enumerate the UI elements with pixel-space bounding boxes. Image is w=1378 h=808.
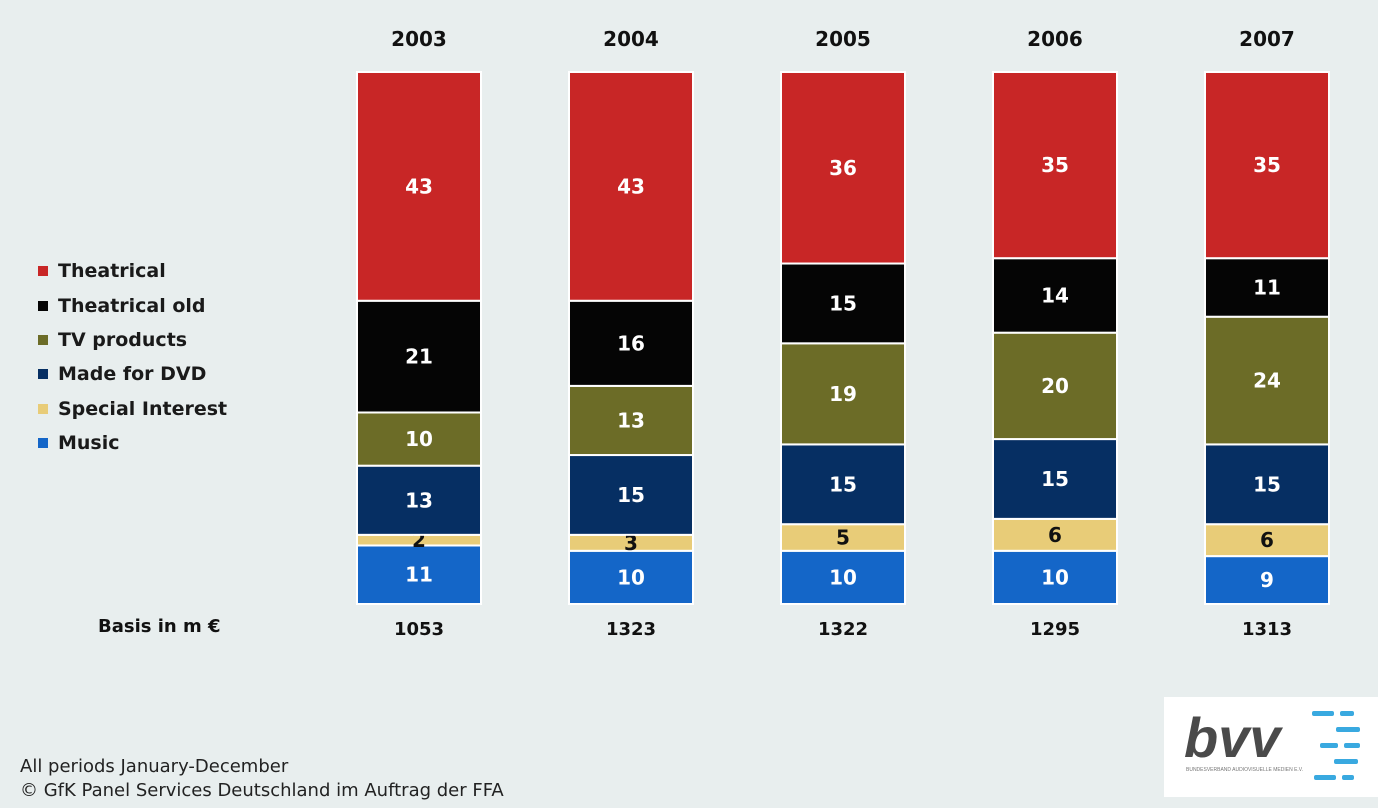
chart-legend: Theatrical Theatrical old TV products Made … — [38, 254, 227, 460]
bar-segment-made-for-dvd-2004 — [568, 454, 694, 536]
legend-item-tv-products: TV products — [38, 323, 227, 357]
bar-segment-tv-products-2007 — [1204, 315, 1330, 446]
footnote-source: © GfK Panel Services Deutschland im Auft… — [20, 780, 504, 801]
bar-segment-tv-products-2004 — [568, 384, 694, 457]
bar-segment-theatrical-2003 — [356, 71, 482, 302]
bar-segment-theatrical-2005 — [780, 71, 906, 265]
data-label-theatrical-old-2007: 11 — [1253, 275, 1281, 299]
bar-segment-special-interest-2007 — [1204, 523, 1330, 558]
bar-segment-special-interest-2005 — [780, 523, 906, 552]
data-label-theatrical-2003: 43 — [405, 174, 433, 198]
legend-item-made-for-dvd: Made for DVD — [38, 357, 227, 391]
basis-value-2005: 1322 — [818, 619, 868, 640]
legend-label-theatrical-old: Theatrical old — [58, 294, 206, 317]
legend-item-music: Music — [38, 426, 227, 460]
legend-swatch-theatrical-old — [38, 300, 48, 311]
basis-value-2003: 1053 — [394, 619, 444, 640]
data-label-theatrical-2007: 35 — [1253, 153, 1281, 177]
data-label-special-interest-2005: 5 — [836, 526, 850, 550]
bar-segment-music-2004 — [568, 549, 694, 605]
basis-label: Basis in m € — [98, 616, 221, 637]
basis-value-2004: 1323 — [606, 619, 656, 640]
legend-label-theatrical: Theatrical — [58, 260, 166, 283]
footnote-periods: All periods January-December — [20, 756, 289, 777]
data-label-tv-products-2005: 19 — [829, 382, 857, 406]
data-label-theatrical-old-2006: 14 — [1041, 283, 1069, 307]
data-label-music-2005: 10 — [829, 565, 857, 589]
bar-segment-theatrical-old-2007 — [1204, 257, 1330, 318]
bar-segment-theatrical-old-2004 — [568, 299, 694, 387]
legend-swatch-tv-products — [38, 334, 48, 345]
year-label-2004: 2004 — [603, 27, 659, 51]
legend-swatch-special-interest — [38, 403, 48, 414]
basis-value-2006: 1295 — [1030, 619, 1080, 640]
bar-segment-theatrical-old-2003 — [356, 299, 482, 414]
bar-segment-made-for-dvd-2007 — [1204, 443, 1330, 526]
year-label-2006: 2006 — [1027, 27, 1083, 51]
data-label-theatrical-2004: 43 — [617, 174, 645, 198]
data-label-made-for-dvd-2006: 15 — [1041, 467, 1069, 491]
data-label-special-interest-2006: 6 — [1048, 523, 1062, 547]
data-label-theatrical-2005: 36 — [829, 156, 857, 180]
legend-item-special-interest: Special Interest — [38, 392, 227, 426]
bar-segment-music-2006 — [992, 549, 1118, 605]
year-label-2007: 2007 — [1239, 27, 1295, 51]
data-label-special-interest-2004: 3 — [624, 531, 638, 555]
bar-segment-theatrical-2007 — [1204, 71, 1330, 260]
data-label-made-for-dvd-2005: 15 — [829, 472, 857, 496]
bar-segment-theatrical-old-2005 — [780, 262, 906, 345]
data-label-music-2003: 11 — [405, 563, 433, 587]
bar-segment-theatrical-2006 — [992, 71, 1118, 260]
legend-label-made-for-dvd: Made for DVD — [58, 363, 207, 386]
data-label-theatrical-old-2005: 15 — [829, 291, 857, 315]
data-label-theatrical-old-2003: 21 — [405, 345, 433, 369]
data-label-special-interest-2007: 6 — [1260, 528, 1274, 552]
data-label-music-2007: 9 — [1260, 568, 1274, 592]
bar-segment-music-2005 — [780, 549, 906, 605]
bar-segment-theatrical-2004 — [568, 71, 694, 302]
data-label-tv-products-2006: 20 — [1041, 374, 1069, 398]
data-label-tv-products-2004: 13 — [617, 408, 645, 432]
bar-segment-music-2003 — [356, 544, 482, 605]
legend-swatch-music — [38, 438, 48, 449]
data-label-tv-products-2007: 24 — [1253, 369, 1281, 393]
data-label-theatrical-old-2004: 16 — [617, 331, 645, 355]
data-label-tv-products-2003: 10 — [405, 427, 433, 451]
year-label-2005: 2005 — [815, 27, 871, 51]
bvv-logo: bvv BUNDESVERBAND AUDIOVISUELLE MEDIEN E… — [1164, 697, 1378, 797]
legend-item-theatrical: Theatrical — [38, 254, 227, 288]
data-label-made-for-dvd-2004: 15 — [617, 483, 645, 507]
data-label-made-for-dvd-2003: 13 — [405, 488, 433, 512]
bar-segment-special-interest-2006 — [992, 517, 1118, 552]
logo-wordmark: bvv — [1184, 706, 1283, 769]
bar-segment-tv-products-2005 — [780, 342, 906, 446]
legend-label-special-interest: Special Interest — [58, 397, 228, 420]
legend-label-music: Music — [58, 432, 120, 455]
legend-swatch-theatrical — [38, 266, 48, 277]
logo-dashes-icon — [1312, 711, 1360, 780]
bar-segment-tv-products-2006 — [992, 331, 1118, 441]
data-label-made-for-dvd-2007: 15 — [1253, 472, 1281, 496]
basis-value-2007: 1313 — [1242, 619, 1292, 640]
data-label-music-2006: 10 — [1041, 565, 1069, 589]
data-label-music-2004: 10 — [617, 565, 645, 589]
bar-segment-music-2007 — [1204, 555, 1330, 605]
year-label-2003: 2003 — [391, 27, 447, 51]
logo-subtext: BUNDESVERBAND AUDIOVISUELLE MEDIEN E.V. — [1186, 767, 1303, 773]
data-label-theatrical-2006: 35 — [1041, 153, 1069, 177]
legend-item-theatrical-old: Theatrical old — [38, 288, 227, 322]
legend-swatch-made-for-dvd — [38, 369, 48, 380]
legend-label-tv-products: TV products — [58, 328, 188, 351]
